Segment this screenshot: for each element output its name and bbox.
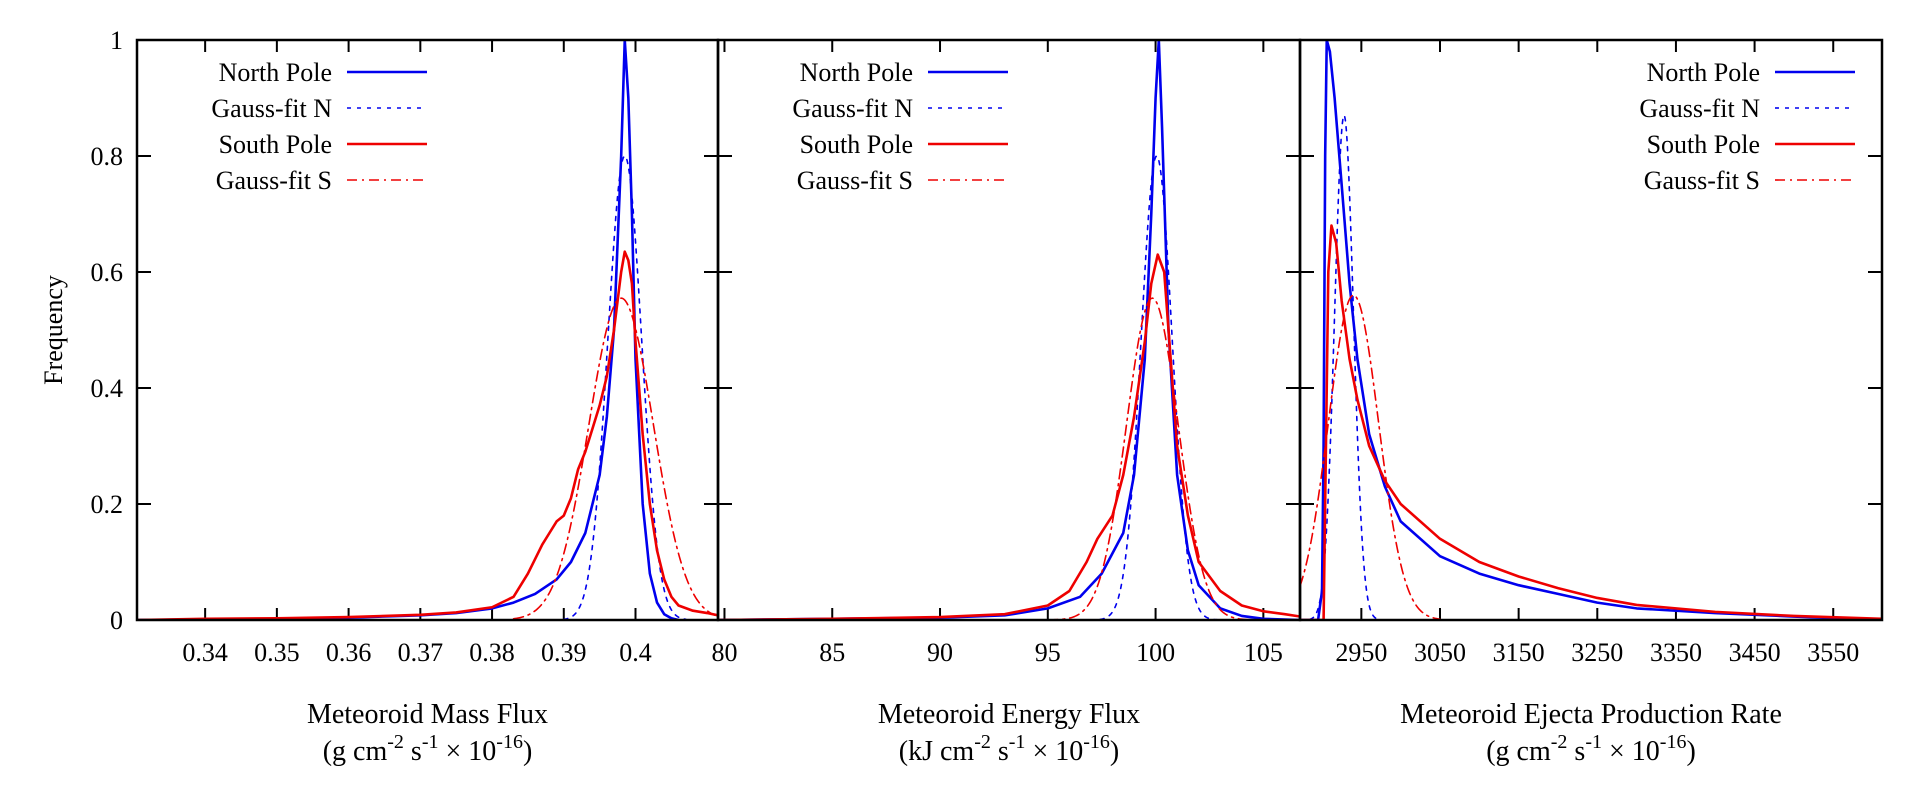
panel-ejecta: 2950 3050 3150 3250 3350 3450 3550 North Pole Ga… [1298, 38, 1884, 767]
x-tick-label: 3150 [1493, 638, 1545, 667]
series-gauss-fit-s [1047, 297, 1275, 620]
x-tick-label: 80 [711, 638, 737, 667]
y-tick-label: 0.2 [91, 490, 124, 519]
x-tick-label: 100 [1136, 638, 1175, 667]
units-superscript: -16 [1083, 731, 1110, 753]
x-axis-label: Meteoroid Energy Flux [878, 699, 1140, 730]
series-gauss-fit-s [1300, 294, 1441, 620]
legend-label: South Pole [219, 130, 332, 159]
x-tick-label: 90 [927, 638, 953, 667]
units-superscript: -1 [422, 731, 439, 753]
y-tick-label: 0.6 [91, 258, 124, 287]
series-gauss-fit-n [562, 155, 687, 620]
x-axis-label: Meteoroid Ejecta Production Rate [1400, 699, 1782, 730]
legend-label: Gauss-fit S [797, 166, 913, 195]
x-tick-label: 0.39 [541, 638, 587, 667]
units-text: × 10 [1602, 736, 1660, 767]
x-tick-label: 3050 [1414, 638, 1466, 667]
x-tick-label: 105 [1244, 638, 1283, 667]
units-text: × 10 [1025, 736, 1083, 767]
x-tick-label: 0.34 [182, 638, 228, 667]
series-group [137, 40, 718, 620]
units-superscript: -1 [1009, 731, 1026, 753]
series-group [1300, 40, 1882, 620]
units-text: ) [1686, 736, 1695, 767]
units-text: s [1567, 736, 1585, 767]
x-axis-units: (g cm-2 s-1 × 10-16) [1486, 731, 1696, 767]
x-tick-label: 0.4 [619, 638, 652, 667]
series-south-pole [137, 250, 718, 620]
x-tick-label: 95 [1035, 638, 1061, 667]
x-tick-label: 85 [819, 638, 845, 667]
plot-root: 0 0.2 0.4 0.6 0.8 1 0.34 0.35 0.36 0.37 0.38 0.39 0.… [91, 26, 1884, 767]
units-superscript: -16 [1660, 731, 1687, 753]
units-text: (g cm [323, 736, 388, 767]
units-text: (g cm [1486, 736, 1551, 767]
units-text: ) [523, 736, 532, 767]
panel-frame [716, 38, 1302, 622]
units-superscript: -2 [1551, 731, 1568, 753]
x-tick-label: 3350 [1650, 638, 1702, 667]
legend: North Pole Gauss-fit N South Pole Gauss-fit… [792, 58, 1008, 195]
panel-mass: 0 0.2 0.4 0.6 0.8 1 0.34 0.35 0.36 0.37 0.38 0.39 0.… [91, 26, 720, 767]
legend: North Pole Gauss-fit N South Pole Gauss-fit… [211, 58, 427, 195]
panel-energy: 80 85 90 95 100 105 North Pole Gauss-fit N South… [711, 38, 1302, 767]
x-tick-label: 0.36 [326, 638, 372, 667]
units-superscript: -2 [974, 731, 991, 753]
x-tick-label: 0.35 [254, 638, 300, 667]
units-superscript: -2 [387, 731, 404, 753]
units-superscript: -1 [1585, 731, 1602, 753]
panel-frame [1298, 38, 1884, 622]
units-text: ) [1110, 736, 1119, 767]
series-north-pole [718, 40, 1300, 620]
x-axis-units: (g cm-2 s-1 × 10-16) [323, 731, 533, 767]
legend-label: North Pole [1647, 58, 1760, 87]
series-gauss-fit-n [1300, 114, 1394, 620]
y-tick-label: 1 [110, 26, 123, 55]
series-group [718, 40, 1300, 620]
series-north-pole [1300, 40, 1882, 620]
legend-label: South Pole [800, 130, 913, 159]
units-text: × 10 [438, 736, 496, 767]
legend: North Pole Gauss-fit N South Pole Gauss-fit… [1639, 58, 1855, 195]
units-text: (kJ cm [899, 736, 975, 767]
legend-label: North Pole [800, 58, 913, 87]
x-tick-label: 3550 [1807, 638, 1859, 667]
series-gauss-fit-n [1079, 155, 1243, 620]
series-south-pole [718, 253, 1300, 620]
legend-label: Gauss-fit N [211, 94, 332, 123]
x-axis-units: (kJ cm-2 s-1 × 10-16) [899, 731, 1119, 767]
units-superscript: -16 [496, 731, 523, 753]
series-south-pole [1300, 224, 1882, 620]
x-tick-label: 0.38 [469, 638, 515, 667]
units-text: s [991, 736, 1009, 767]
y-axis-label: Frequency [39, 275, 68, 385]
legend-label: Gauss-fit N [1639, 94, 1760, 123]
legend-label: Gauss-fit S [1644, 166, 1760, 195]
x-tick-label: 3250 [1571, 638, 1623, 667]
y-tick-label: 0.8 [91, 142, 124, 171]
y-tick-label: 0.4 [91, 374, 124, 403]
legend-label: South Pole [1647, 130, 1760, 159]
panel-frame [135, 38, 720, 622]
x-tick-label: 0.37 [398, 638, 444, 667]
legend-label: Gauss-fit N [792, 94, 913, 123]
legend-label: Gauss-fit S [216, 166, 332, 195]
y-tick-label: 0 [110, 606, 123, 635]
x-tick-label: 2950 [1335, 638, 1387, 667]
units-text: s [404, 736, 422, 767]
series-north-pole [137, 40, 680, 620]
series-gauss-fit-s [512, 297, 716, 620]
x-axis-label: Meteoroid Mass Flux [307, 699, 548, 730]
legend-label: North Pole [219, 58, 332, 87]
x-tick-label: 3450 [1729, 638, 1781, 667]
